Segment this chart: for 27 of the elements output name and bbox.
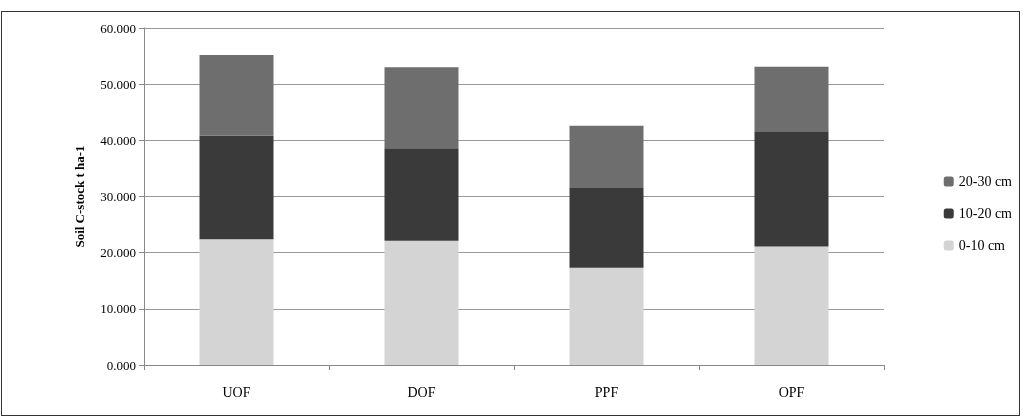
legend-label: 20-30 cm: [958, 174, 1013, 189]
y-tick-label: 10.000: [100, 301, 136, 317]
bar: [569, 125, 644, 189]
legend-label: 10-20 cm: [958, 206, 1013, 221]
bar: [754, 131, 829, 247]
x-tick-label: PPF: [594, 384, 619, 400]
legend-label: 0-10 cm: [958, 238, 1006, 253]
bar: [754, 246, 829, 365]
x-tick-label: UOF: [222, 384, 251, 400]
x-tick-label: OPF: [778, 384, 805, 400]
y-tick-label: 30.000: [100, 189, 136, 204]
bar: [384, 240, 459, 365]
bar: [754, 66, 829, 132]
bar: [569, 267, 644, 365]
y-tick-label: 0.000: [106, 357, 136, 373]
y-tick-label: 20.000: [100, 245, 136, 261]
y-tick-label: 40.000: [100, 132, 136, 148]
bar: [384, 67, 459, 149]
y-axis-title: Soil C-stock t ha-1: [72, 145, 87, 248]
bar: [569, 188, 644, 268]
bar: [199, 135, 274, 240]
bar: [384, 148, 459, 241]
bar: [199, 239, 274, 365]
y-tick-label: 50.000: [100, 76, 136, 92]
x-tick-label: DOF: [407, 384, 436, 400]
y-tick-label: 60.000: [100, 20, 136, 36]
bar: [199, 54, 274, 136]
